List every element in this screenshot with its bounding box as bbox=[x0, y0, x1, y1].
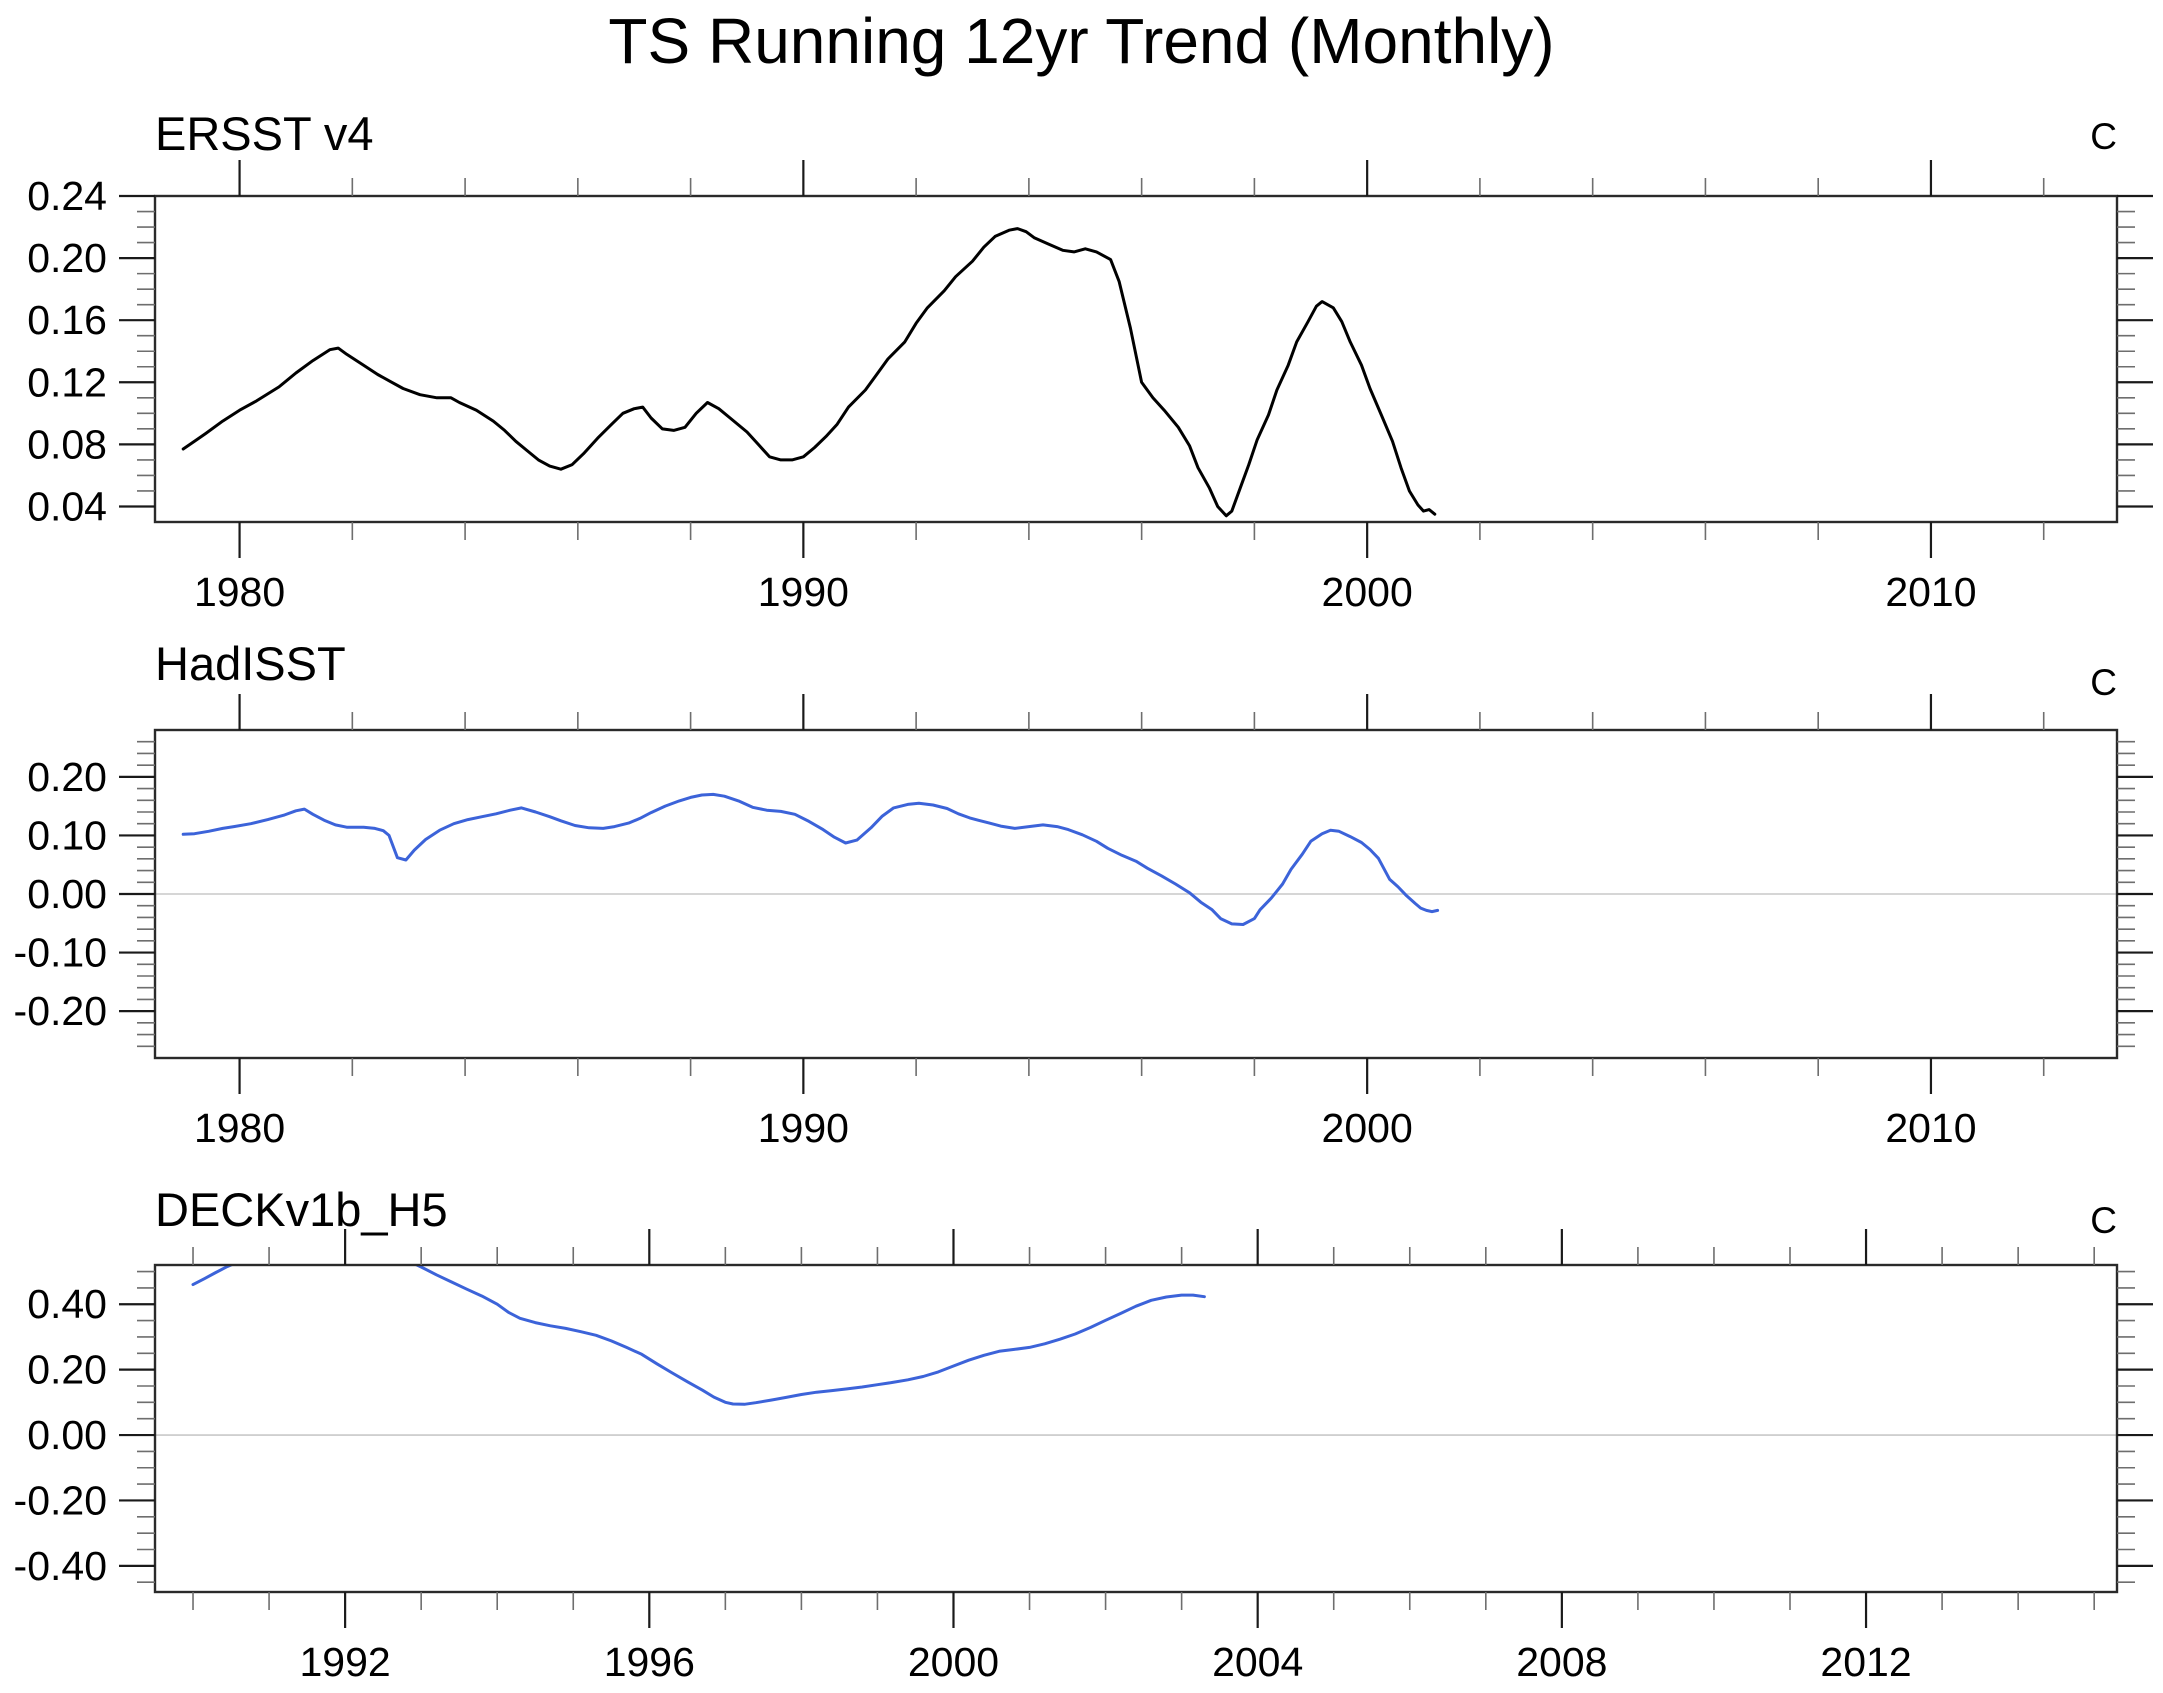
x-tick-label: 2000 bbox=[1322, 1105, 1413, 1151]
x-tick-label: 1980 bbox=[194, 569, 285, 615]
unit-label-celsius-panel-1: C bbox=[2090, 116, 2117, 157]
plot-frame bbox=[153, 1263, 2119, 1594]
panel-title-ersst-v4: ERSST v4 bbox=[155, 107, 374, 160]
y-tick-label: 0.40 bbox=[27, 1281, 107, 1327]
x-tick-label: 2000 bbox=[908, 1639, 999, 1685]
panel-title-hadisst: HadISST bbox=[155, 637, 346, 690]
main-title: TS Running 12yr Trend (Monthly) bbox=[608, 5, 1555, 77]
y-tick-label: 0.12 bbox=[27, 359, 107, 405]
x-tick-label: 2012 bbox=[1820, 1639, 1911, 1685]
panel-3: 1992 1996 2000 2004 2008 2012 -0.40 -0.20 0.00 0.… bbox=[14, 1229, 2153, 1685]
panel-2: 1980 1990 2000 2010 -0.20 -0.10 0.00 0.10 0.20 bbox=[14, 694, 2153, 1151]
x-tick-label: 1980 bbox=[194, 1105, 285, 1151]
unit-label-celsius-panel-3: C bbox=[2090, 1200, 2117, 1241]
plot-frame bbox=[153, 194, 2119, 524]
y-tick-label: 0.04 bbox=[27, 483, 107, 529]
y-tick-label: 0.20 bbox=[27, 1347, 107, 1393]
y-tick-label: -0.20 bbox=[14, 988, 107, 1034]
y-tick-label: 0.20 bbox=[27, 754, 107, 800]
x-tick-label: 2000 bbox=[1322, 569, 1413, 615]
x-tick-label: 1990 bbox=[758, 1105, 849, 1151]
series-line-ersst-v4 bbox=[181, 227, 1437, 518]
series-line-deckv1b-h5 bbox=[191, 1265, 1206, 1406]
panel-title-deckv1b-h5: DECKv1b_H5 bbox=[155, 1183, 448, 1236]
y-tick-label: -0.40 bbox=[14, 1543, 107, 1589]
unit-label-celsius-panel-2: C bbox=[2090, 662, 2117, 703]
y-tick-label: 0.00 bbox=[27, 871, 107, 917]
x-tick-label: 1990 bbox=[758, 569, 849, 615]
y-tick-label: -0.20 bbox=[14, 1477, 107, 1523]
series-line-hadisst bbox=[181, 792, 1440, 926]
x-tick-label: 1992 bbox=[300, 1639, 391, 1685]
y-tick-label: 0.20 bbox=[27, 235, 107, 281]
y-tick-label: 0.00 bbox=[27, 1412, 107, 1458]
y-tick-label: -0.10 bbox=[14, 930, 107, 976]
y-tick-label: 0.16 bbox=[27, 297, 107, 343]
y-tick-label: 0.08 bbox=[27, 421, 107, 467]
x-tick-label: 2008 bbox=[1516, 1639, 1607, 1685]
x-tick-label: 2004 bbox=[1212, 1639, 1303, 1685]
y-tick-label: 0.24 bbox=[27, 173, 107, 219]
y-tick-label: 0.10 bbox=[27, 812, 107, 858]
x-tick-label: 1996 bbox=[604, 1639, 695, 1685]
x-tick-label: 2010 bbox=[1885, 1105, 1976, 1151]
x-tick-label: 2010 bbox=[1885, 569, 1976, 615]
panel-1: 1980 1990 2000 2010 0.04 0.08 0.12 0.16 0.20 0.24 bbox=[27, 160, 2153, 615]
